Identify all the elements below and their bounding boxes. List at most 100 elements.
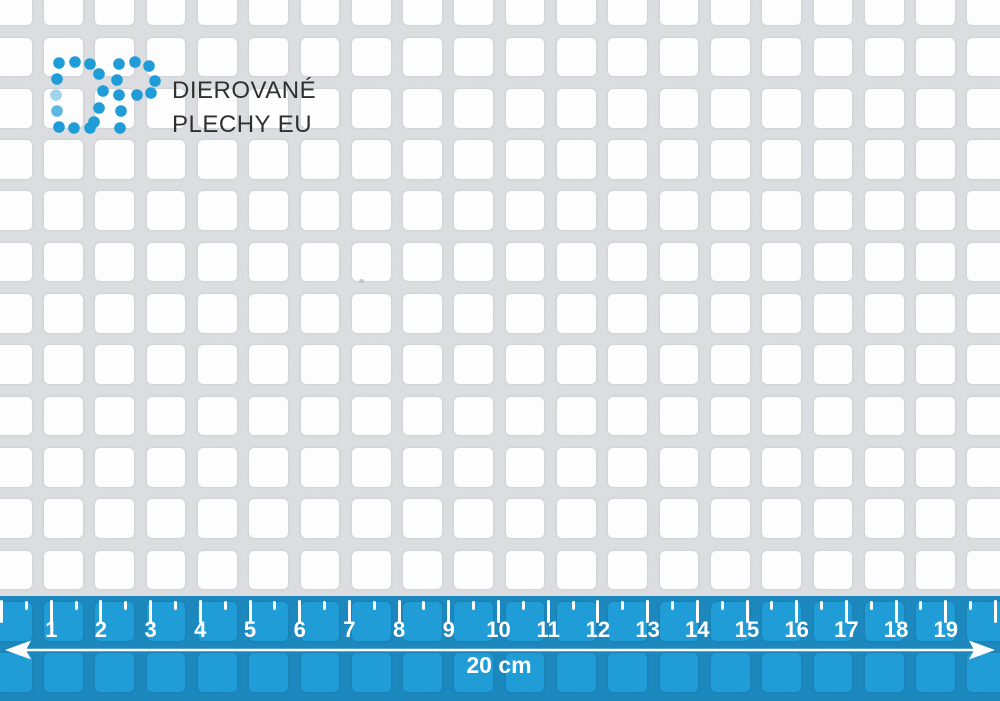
sheet-hole (659, 345, 699, 385)
ruler-tick-major (0, 600, 3, 623)
sheet-hole (95, 294, 135, 333)
sheet-hole (44, 447, 83, 487)
sheet-hole (300, 242, 340, 282)
ruler-tick-label: 13 (635, 617, 660, 642)
sheet-hole (197, 499, 237, 538)
sheet-hole (95, 447, 135, 487)
sheet-hole (351, 294, 391, 333)
sheet-hole (197, 294, 237, 333)
sheet-hole (967, 499, 1000, 538)
sheet-hole (762, 140, 801, 179)
sheet-hole (403, 499, 442, 538)
sheet-hole (403, 0, 442, 25)
sheet-hole (249, 294, 288, 333)
ruler-tick-label: 4 (194, 617, 207, 642)
ruler-tick-label: 18 (883, 617, 909, 642)
sheet-hole (197, 191, 237, 231)
sheet-hole (454, 345, 494, 385)
sheet-hole (557, 396, 596, 436)
sheet-hole (608, 345, 648, 385)
ruler-tick-major (149, 600, 153, 623)
sheet-hole (557, 191, 596, 231)
ruler-tick-major (795, 600, 799, 623)
sheet-hole (864, 396, 904, 436)
sheet-hole (44, 345, 83, 385)
sheet-hole (710, 191, 750, 231)
ruler-tick-label: 10 (486, 617, 511, 642)
sheet-hole (505, 499, 545, 538)
ruler-tick-major (844, 600, 848, 623)
brand-line1: DIEROVANÉ (172, 77, 317, 104)
ruler-tick-label: 17 (834, 617, 859, 642)
ruler-tick-minor (770, 601, 774, 610)
sheet-hole (95, 242, 135, 282)
sheet-hole (454, 37, 494, 77)
sheet-hole (0, 191, 32, 231)
sheet-hole (762, 396, 801, 436)
sheet-hole (710, 88, 750, 128)
ruler-tick-minor (571, 601, 575, 610)
sheet-hole (608, 294, 648, 333)
ruler-tick-major (248, 600, 252, 623)
ruler-tick-minor (720, 601, 724, 610)
sheet-hole (557, 345, 596, 385)
ruler-tick-minor (670, 601, 674, 610)
sheet-hole (505, 0, 545, 25)
sheet-hole (813, 499, 853, 538)
ruler-tick-label: 5 (243, 617, 257, 642)
sheet-hole (864, 499, 904, 538)
sheet-hole (197, 447, 237, 487)
sheet-hole (608, 550, 648, 590)
sheet-hole (864, 447, 904, 487)
sheet-hole (197, 396, 237, 436)
sheet-hole (813, 242, 853, 282)
ruler-tick-major (994, 600, 997, 623)
sheet-hole (505, 294, 545, 333)
sheet-hole (351, 242, 391, 282)
sheet-hole (351, 550, 391, 590)
ruler-tick-label: 11 (536, 617, 560, 642)
sheet-hole (813, 550, 853, 590)
sheet-hole (44, 550, 83, 590)
sheet-hole (916, 191, 955, 231)
sheet-hole (351, 447, 391, 487)
sheet-hole (967, 550, 1000, 590)
ruler-tick-label: 9 (442, 617, 455, 642)
sheet-hole (762, 242, 801, 282)
sheet-hole (659, 550, 699, 590)
sheet-hole (659, 0, 699, 25)
ruler-tick-minor (820, 601, 824, 610)
ruler-tick-minor (124, 601, 128, 610)
sheet-hole (864, 242, 904, 282)
sheet-hole (0, 550, 32, 590)
sheet-hole (659, 396, 699, 436)
sheet-hole (505, 191, 545, 231)
ruler-tick-minor (472, 601, 476, 610)
sheet-hole (403, 88, 442, 128)
sheet-hole (249, 499, 288, 538)
sheet-hole (813, 88, 853, 128)
sheet-hole (864, 37, 904, 77)
sheet-hole (967, 191, 1000, 231)
sheet-hole (454, 242, 494, 282)
sheet-hole (249, 191, 288, 231)
ruler-tick-label: 19 (933, 617, 959, 642)
sheet-hole (95, 345, 135, 385)
sheet-hole (710, 550, 750, 590)
ruler-scale: 1 2 3 4 5 6 7 8 9 10 11 12 13 14 15 16 17 18 19 20 cm (0, 596, 1000, 701)
sheet-hole (608, 242, 648, 282)
sheet-hole (864, 550, 904, 590)
ruler-tick-major (198, 600, 202, 623)
ruler-tick-minor (869, 601, 873, 610)
sheet-hole (146, 550, 186, 590)
sheet-hole (454, 0, 494, 25)
sheet-hole (557, 88, 596, 128)
sheet-hole (659, 140, 699, 179)
sheet-hole (710, 242, 750, 282)
sheet-hole (710, 294, 750, 333)
sheet-hole (454, 191, 494, 231)
sheet-hole (505, 140, 545, 179)
sheet-hole (146, 345, 186, 385)
ruler-tick-major (99, 600, 103, 623)
sheet-hole (95, 499, 135, 538)
